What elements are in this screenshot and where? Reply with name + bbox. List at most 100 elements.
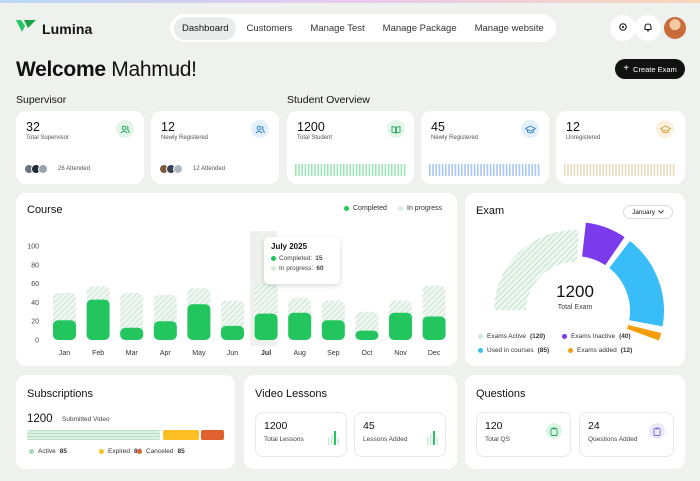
stripe-mark: [660, 164, 662, 176]
legend-in-progress-label: In progress: [407, 205, 443, 212]
stripe-mark: [464, 164, 466, 176]
tooltip-completed-label: Completed:: [279, 255, 313, 262]
x-tick-label: Dec: [428, 350, 441, 357]
x-tick-label: Jul: [261, 350, 271, 357]
stripe-mark: [570, 164, 572, 176]
nav-manage-test[interactable]: Manage Test: [310, 22, 365, 34]
stripe-mark: [432, 164, 434, 176]
stat-value: 45: [431, 120, 445, 134]
exam-legend-active: Exams Active (120): [478, 333, 545, 340]
clipboard-icon: [649, 423, 665, 439]
exam-title: Exam: [476, 205, 505, 217]
month-select[interactable]: January: [623, 205, 673, 219]
unregistered-student-card[interactable]: 12 Unregistered: [556, 111, 685, 184]
legend-completed: Completed: [344, 205, 387, 212]
nav-manage-website[interactable]: Manage website: [474, 22, 544, 34]
y-tick-label: 20: [31, 319, 39, 326]
newly-registered-student-card[interactable]: 45 Newly Registered: [421, 111, 549, 184]
stripe-mark: [528, 164, 530, 176]
stripe-mark: [512, 164, 514, 176]
stripe-mark: [349, 164, 351, 176]
nav-manage-package[interactable]: Manage Package: [382, 22, 457, 34]
used-in-courses-arc[interactable]: [606, 238, 666, 329]
exams-active-arc[interactable]: [492, 228, 581, 312]
subscriptions-card: Subscriptions 1200 Submitted Video Activ…: [16, 375, 235, 469]
stripe-mark: [531, 164, 533, 176]
stripe-mark: [477, 164, 479, 176]
brand-name: Lumina: [42, 20, 93, 37]
stripe-mark: [480, 164, 482, 176]
stripe-mark: [461, 164, 463, 176]
user-avatar[interactable]: [664, 17, 686, 39]
stripe-mark: [448, 164, 450, 176]
legend-value: 85: [59, 448, 67, 455]
newly-registered-supervisor-card[interactable]: 12 Newly Registered 12 Attended: [151, 111, 279, 184]
questions-added-card[interactable]: 24 Questions Added: [579, 412, 674, 457]
exams-added-arc[interactable]: [624, 322, 664, 343]
stripe-mark: [621, 164, 624, 176]
stripe-mark: [394, 164, 396, 176]
subscription-legend-canceled: Canceled 85: [137, 448, 185, 455]
legend-value: (85): [537, 347, 550, 354]
create-exam-button[interactable]: + Create Exam: [615, 59, 685, 79]
settings-button[interactable]: [610, 15, 636, 41]
stripe-mark: [634, 164, 636, 176]
y-tick-label: 40: [31, 300, 39, 307]
x-tick-label: Apr: [160, 350, 172, 357]
stripe-mark: [573, 164, 576, 176]
avatar-stack: [24, 164, 48, 174]
stripe-mark: [521, 164, 524, 176]
total-lessons-card[interactable]: 1200 Total Lessons: [255, 412, 347, 457]
completed-dot: [344, 206, 349, 211]
stripe-mark: [454, 164, 457, 176]
stripe-mark: [339, 164, 342, 176]
completed-bar[interactable]: [120, 327, 144, 340]
completed-bar[interactable]: [254, 313, 278, 340]
stripe-mark: [323, 164, 326, 176]
questions-card: Questions 120 Total QS 24 Questions Adde…: [465, 375, 685, 469]
course-card: Course Completed In progress 0 20 40 60 80 10…: [16, 193, 457, 366]
stripe-mark: [564, 164, 566, 176]
x-tick-label: Mar: [126, 350, 139, 357]
completed-bar[interactable]: [422, 316, 446, 341]
completed-bar[interactable]: [389, 312, 412, 340]
subscriptions-value-label: Submitted Video: [62, 416, 110, 423]
mini-value: 45: [363, 420, 375, 432]
stat-label: Total Student: [297, 135, 333, 141]
total-student-card[interactable]: 1200 Total Student: [287, 111, 414, 184]
total-qs-card[interactable]: 120 Total QS: [476, 412, 571, 457]
gear-icon: [618, 19, 628, 37]
subscriptions-value: 1200: [27, 413, 53, 425]
legend-value: (120): [530, 333, 546, 340]
bell-icon: [643, 19, 653, 37]
brand[interactable]: Lumina: [16, 19, 92, 38]
stripe-mark: [612, 164, 614, 176]
stripe-mark: [333, 164, 335, 176]
completed-bar[interactable]: [53, 320, 76, 340]
notifications-button[interactable]: [635, 15, 661, 41]
nav-customers[interactable]: Customers: [246, 22, 293, 34]
tooltip-progress-value: 60: [316, 265, 324, 272]
exams-inactive-arc[interactable]: [580, 220, 627, 268]
completed-bar[interactable]: [86, 299, 110, 340]
stripe-mark: [355, 164, 358, 176]
stripe-mark: [669, 164, 672, 176]
stripe-mark: [314, 164, 316, 176]
completed-bar[interactable]: [288, 312, 312, 340]
stripe-mark: [346, 164, 348, 176]
completed-bar[interactable]: [221, 325, 244, 340]
lessons-added-card[interactable]: 45 Lessons Added: [354, 412, 446, 457]
in-progress-dot: [271, 266, 276, 271]
stripe-mark: [400, 164, 403, 176]
questions-title: Questions: [476, 388, 526, 400]
nav-dashboard[interactable]: Dashboard: [174, 16, 237, 40]
completed-bar[interactable]: [187, 304, 211, 340]
lessons-added-sparkline-icon: [427, 431, 438, 445]
completed-bar[interactable]: [355, 330, 379, 340]
stripe-mark: [663, 164, 665, 176]
unregistered-stripes: [564, 164, 675, 176]
chart-tooltip: July 2025 Completed: 15 In progress: 60: [264, 237, 340, 284]
completed-bar[interactable]: [153, 321, 177, 340]
total-supervisor-card[interactable]: 32 Total Supervisor 26 Attended: [16, 111, 144, 184]
completed-bar[interactable]: [321, 320, 345, 340]
